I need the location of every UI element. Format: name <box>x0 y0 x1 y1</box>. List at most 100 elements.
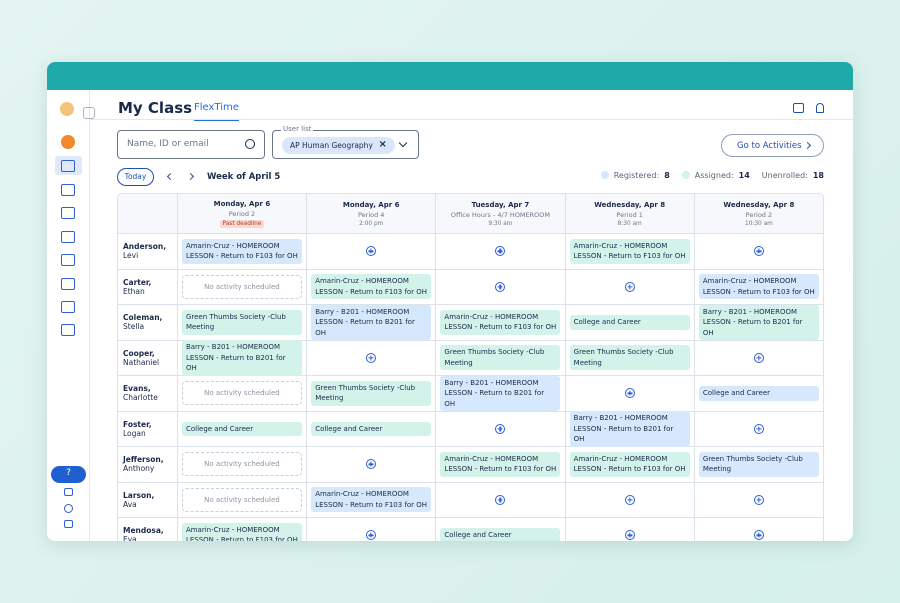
activity[interactable]: Amarin-Cruz - HOMEROOM LESSON - Return t… <box>569 451 690 477</box>
nav-icon[interactable] <box>61 231 75 243</box>
logo <box>60 102 74 116</box>
activity[interactable]: College and Career <box>181 421 302 436</box>
activity[interactable]: Amarin-Cruz - HOMEROOM LESSON - Return t… <box>440 451 561 477</box>
activity[interactable]: Barry - B201 - HOMEROOM LESSON - Return … <box>440 375 561 411</box>
collapse-button[interactable] <box>83 107 95 119</box>
tab[interactable]: FlexTime <box>194 102 239 121</box>
first-name: Logan <box>123 428 146 438</box>
prev-week[interactable] <box>166 172 175 181</box>
student-name: Coleman, Stella <box>118 305 177 340</box>
student-row: Coleman, Stella Green Thumbs Society -Club… <box>118 304 823 341</box>
activity[interactable]: College and Career <box>569 315 690 330</box>
add-button[interactable] <box>495 423 506 434</box>
stat-value: 18 <box>812 171 824 180</box>
activity[interactable]: Green Thumbs Society -Club Meeting <box>311 380 432 406</box>
add-button[interactable] <box>624 530 635 541</box>
nav-icon[interactable] <box>61 254 75 266</box>
schedule-cell: Amarin-Cruz - HOMEROOM LESSON - Return t… <box>435 305 564 340</box>
activity[interactable]: Amarin-Cruz - HOMEROOM LESSON - Return t… <box>440 309 561 335</box>
activity[interactable]: College and Career <box>698 386 819 401</box>
activity[interactable]: Amarin-Cruz - HOMEROOM LESSON - Return t… <box>311 274 432 300</box>
dropdown-arrow <box>398 138 408 148</box>
schedule-cell: Green Thumbs Society -Club Meeting <box>306 376 435 411</box>
add-button[interactable] <box>753 494 764 505</box>
activity[interactable]: Green Thumbs Society -Club Meeting <box>440 345 561 371</box>
no-activity: No activity scheduled <box>181 487 302 512</box>
no-activity: No activity scheduled <box>181 274 302 299</box>
first-name: Ethan <box>123 286 145 296</box>
add-button[interactable] <box>495 246 506 257</box>
column-header: Tuesday, Apr 7 Office Hours - 4/7 HOMEROO… <box>435 194 564 233</box>
activity[interactable]: Barry - B201 - HOMEROOM LESSON - Return … <box>698 304 819 340</box>
chip[interactable]: AP Human Geography × <box>282 137 395 154</box>
add-button[interactable] <box>624 281 635 292</box>
nav-icon[interactable] <box>61 207 75 219</box>
next-week[interactable] <box>186 172 195 181</box>
add-button[interactable] <box>624 388 635 399</box>
add-button[interactable] <box>753 530 764 541</box>
avatar[interactable] <box>61 135 75 149</box>
nav-icon[interactable] <box>61 184 75 196</box>
logout-icon[interactable] <box>64 520 73 528</box>
add-button[interactable] <box>753 423 764 434</box>
help-button[interactable]: ? <box>51 466 86 483</box>
week-label: Week of April 5 <box>207 172 281 182</box>
nav-icon[interactable] <box>61 301 75 313</box>
add-button[interactable] <box>753 352 764 363</box>
last-name: Larson, <box>123 490 155 500</box>
add-button[interactable] <box>366 459 377 470</box>
activity[interactable]: Amarin-Cruz - HOMEROOM LESSON - Return t… <box>181 522 302 541</box>
activity[interactable]: Barry - B201 - HOMEROOM LESSON - Return … <box>569 411 690 447</box>
user-list-select[interactable]: User list AP Human Geography × <box>272 125 419 159</box>
activity[interactable]: College and Career <box>311 421 432 436</box>
activity[interactable]: Amarin-Cruz - HOMEROOM LESSON - Return t… <box>181 238 302 264</box>
add-button[interactable] <box>366 530 377 541</box>
last-name: Coleman, <box>123 313 163 323</box>
field-label: User list <box>281 125 314 133</box>
nav-icon[interactable] <box>64 504 73 513</box>
student-name: Evans, Charlotte <box>118 376 177 411</box>
go-to-activities-button[interactable]: Go to Activities <box>721 134 824 157</box>
add-button[interactable] <box>624 494 635 505</box>
schedule-cell: Amarin-Cruz - HOMEROOM LESSON - Return t… <box>176 234 306 269</box>
chip-remove[interactable]: × <box>378 139 387 150</box>
bell-icon[interactable] <box>816 103 824 113</box>
nav-icon[interactable] <box>61 278 75 290</box>
activity[interactable]: Amarin-Cruz - HOMEROOM LESSON - Return t… <box>569 238 690 264</box>
first-name: Ava <box>123 499 137 509</box>
add-button[interactable] <box>495 494 506 505</box>
corner-cell <box>118 194 177 233</box>
activity[interactable]: Barry - B201 - HOMEROOM LESSON - Return … <box>181 340 302 376</box>
search-input[interactable]: Name, ID or email <box>117 130 265 159</box>
today-button[interactable]: Today <box>117 168 154 186</box>
stat-label: Registered: <box>613 171 660 180</box>
schedule-cell: College and Career <box>693 376 823 411</box>
activity[interactable]: Amarin-Cruz - HOMEROOM LESSON - Return t… <box>698 274 819 300</box>
schedule-cell: Barry - B201 - HOMEROOM LESSON - Return … <box>176 340 306 376</box>
nav-icon[interactable] <box>61 160 75 172</box>
add-button[interactable] <box>495 281 506 292</box>
activity[interactable]: College and Career <box>440 528 561 541</box>
column-time: 10:30 am <box>745 220 773 227</box>
column-header: Monday, Apr 6 Period 2 Past deadline <box>176 194 306 233</box>
add-button[interactable] <box>366 352 377 363</box>
last-name: Jefferson, <box>123 455 164 465</box>
student-row: Carter, Ethan No activity scheduled Amarin-… <box>118 269 823 305</box>
schedule-cell: Amarin-Cruz - HOMEROOM LESSON - Return t… <box>564 447 694 482</box>
nav-icon[interactable] <box>61 324 75 336</box>
chat-icon[interactable] <box>793 103 804 113</box>
schedule-cell <box>435 269 564 304</box>
nav-icon[interactable] <box>64 488 73 496</box>
stats: Registered: 8 Assigned: 14 Unenrolled: 18 <box>600 171 824 180</box>
add-button[interactable] <box>366 246 377 257</box>
activity[interactable]: Green Thumbs Society -Club Meeting <box>181 309 302 335</box>
activity[interactable]: Barry - B201 - HOMEROOM LESSON - Return … <box>311 304 432 340</box>
add-button[interactable] <box>753 246 764 257</box>
activity[interactable]: Amarin-Cruz - HOMEROOM LESSON - Return t… <box>311 487 432 513</box>
schedule-cell: College and Career <box>564 305 694 340</box>
column-period: Period 2 <box>228 209 256 218</box>
schedule-cell: Barry - B201 - HOMEROOM LESSON - Return … <box>435 375 564 411</box>
activity[interactable]: Green Thumbs Society -Club Meeting <box>569 345 690 371</box>
activity[interactable]: Green Thumbs Society -Club Meeting <box>698 451 819 477</box>
